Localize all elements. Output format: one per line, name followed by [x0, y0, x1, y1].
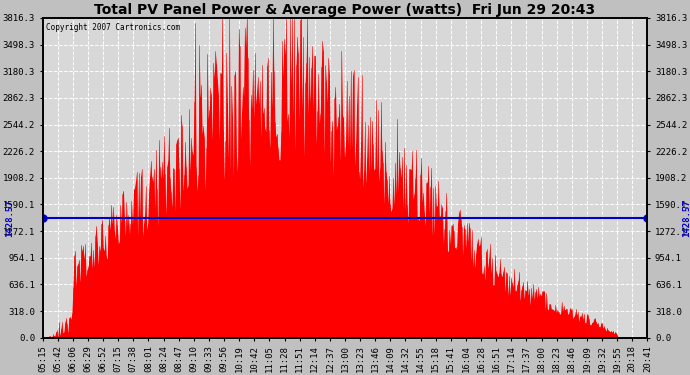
Title: Total PV Panel Power & Average Power (watts)  Fri Jun 29 20:43: Total PV Panel Power & Average Power (wa… — [95, 3, 595, 17]
Text: 1428.57: 1428.57 — [5, 199, 14, 237]
Text: Copyright 2007 Cartronics.com: Copyright 2007 Cartronics.com — [46, 23, 180, 32]
Text: 1428.57: 1428.57 — [682, 199, 690, 237]
